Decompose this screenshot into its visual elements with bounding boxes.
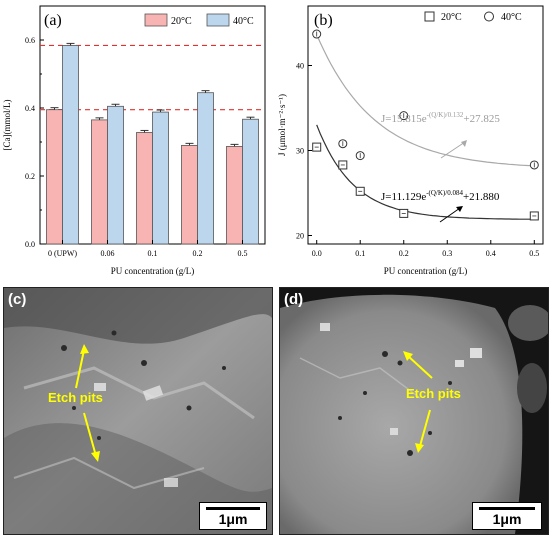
y-tick-label-a: 0.0 bbox=[25, 240, 35, 249]
bar-40c bbox=[62, 45, 79, 245]
y-axis-label-b: J (μmol·m⁻²·s⁻¹) bbox=[277, 94, 287, 156]
x-tick-label-a: 0 (UPW) bbox=[48, 249, 77, 258]
y-tick-label-b: 20 bbox=[296, 232, 304, 241]
scale-bar-d: 1μm bbox=[472, 502, 542, 530]
legend-swatch-20c bbox=[144, 13, 168, 27]
y-tick-label-a: 0.2 bbox=[25, 172, 35, 181]
arrow-40c-head bbox=[461, 140, 467, 147]
scale-bar-c: 1μm bbox=[199, 502, 267, 530]
sem-image-c: (c) Etch pits 1μm bbox=[3, 287, 273, 535]
sem-image-d: (d) Etch pits 1μm bbox=[279, 287, 549, 535]
scale-bar-text-c: 1μm bbox=[218, 510, 248, 527]
fit-curve-40c bbox=[316, 34, 535, 167]
x-tick-label-b: 0.4 bbox=[486, 249, 496, 258]
y-tick-label-a: 0.4 bbox=[25, 104, 35, 113]
sem-texture-d bbox=[280, 288, 548, 534]
arrow-40c bbox=[440, 141, 466, 159]
etch-pits-label-d: Etch pits bbox=[406, 386, 461, 401]
x-tick-label-a: 0.1 bbox=[148, 249, 158, 258]
x-tick-label-a: 0.5 bbox=[238, 249, 248, 258]
y-tick-label-b: 30 bbox=[296, 147, 304, 156]
bar-40c bbox=[242, 118, 259, 245]
legend-label-40c: 40°C bbox=[501, 12, 522, 23]
y-tick-label-b: 40 bbox=[296, 62, 304, 71]
panel-d-label: (d) bbox=[284, 291, 304, 308]
bar-20c bbox=[46, 109, 63, 245]
panel-a: 0.0 0.2 0.4 0.6 0 (UPW) 0.06 0.1 0.2 0.5 PU conce… bbox=[0, 0, 275, 285]
x-tick-label-b: 0.0 bbox=[312, 249, 322, 258]
x-tick-label-b: 0.1 bbox=[355, 249, 365, 258]
scale-bar-line-c bbox=[206, 506, 260, 510]
legend-marker-40c bbox=[484, 11, 494, 22]
x-tick-label-b: 0.2 bbox=[399, 249, 409, 258]
bar-40c bbox=[152, 111, 169, 245]
scatter-chart-b: 20 30 40 0.0 0.1 0.2 0.3 0.4 0.5 J=15.815e-(Q/K)/… bbox=[277, 5, 544, 276]
scale-bar-line-d bbox=[479, 506, 535, 510]
legend-label-20c: 20°C bbox=[171, 16, 192, 27]
fit-equation-20c: J=11.129e-(Q/K)/0.084+21.880 bbox=[381, 189, 500, 203]
x-axis-label-b: PU concentration (g/L) bbox=[384, 266, 467, 276]
x-tick-label-b: 0.5 bbox=[529, 249, 539, 258]
x-tick-label-a: 0.06 bbox=[101, 249, 115, 258]
legend-marker-20c bbox=[424, 11, 435, 22]
fit-equation-40c: J=15.815e-(Q/K)/0.132+27.825 bbox=[381, 111, 500, 125]
bar-20c bbox=[226, 146, 243, 245]
bar-chart-a: 0.0 0.2 0.4 0.6 0 (UPW) 0.06 0.1 0.2 0.5 PU conce… bbox=[2, 5, 266, 276]
bar-20c bbox=[136, 132, 153, 245]
fit-curve-20c bbox=[316, 124, 535, 220]
arrow-20c-head bbox=[456, 206, 463, 212]
y-tick-label-a: 0.6 bbox=[25, 36, 35, 45]
y-axis-label-a: [Ca](mmol/L) bbox=[2, 100, 12, 151]
panel-b-label: (b) bbox=[314, 12, 333, 29]
bar-40c bbox=[107, 105, 124, 245]
panel-c-label: (c) bbox=[8, 291, 27, 308]
plot-frame-b bbox=[307, 5, 544, 245]
x-axis-label-a: PU concentration (g/L) bbox=[111, 266, 194, 276]
scale-bar-text-d: 1μm bbox=[492, 510, 522, 527]
panel-a-label: (a) bbox=[44, 12, 62, 29]
sem-texture-c bbox=[4, 288, 272, 534]
etch-pits-label-c: Etch pits bbox=[48, 390, 103, 405]
legend-label-40c: 40°C bbox=[233, 16, 254, 27]
x-tick-label-a: 0.2 bbox=[193, 249, 203, 258]
arrow-20c bbox=[439, 207, 461, 223]
panel-b: 20 30 40 0.0 0.1 0.2 0.3 0.4 0.5 J=15.815e-(Q/K)/… bbox=[275, 0, 550, 285]
bar-40c bbox=[197, 92, 214, 245]
legend-swatch-40c bbox=[206, 13, 230, 27]
x-tick-label-b: 0.3 bbox=[442, 249, 452, 258]
legend-label-20c: 20°C bbox=[441, 12, 462, 23]
bar-20c bbox=[91, 119, 108, 245]
bar-20c bbox=[181, 144, 198, 245]
